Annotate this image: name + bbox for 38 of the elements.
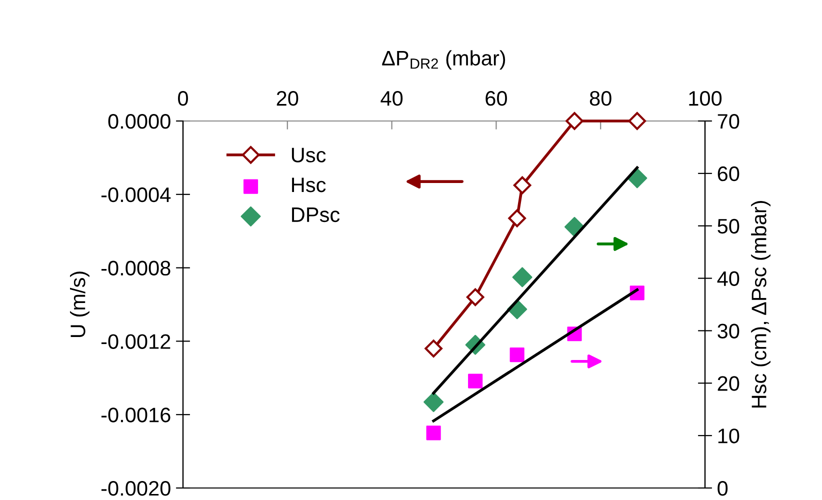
legend-label: Hsc	[292, 178, 326, 192]
y-tick-label: -0.0016	[101, 408, 170, 422]
y2-tick-label: 30	[718, 324, 740, 338]
y2-tick-label: 60	[718, 166, 740, 182]
point	[513, 176, 532, 194]
y-tick-label: -0.0020	[101, 481, 170, 496]
legend-label: Usc	[292, 148, 326, 162]
y-tick-label: -0.0004	[101, 187, 171, 202]
point	[512, 267, 532, 288]
x-axis-title: ΔP$_{DR2}$ (mbar)	[382, 50, 506, 70]
y2-tick-label: 70	[718, 114, 740, 129]
x-tick-label: 40	[380, 91, 403, 106]
y2-tick-label: 50	[718, 218, 740, 234]
x-tick-label: 60	[486, 91, 507, 106]
y2-tick-label: 20	[718, 376, 740, 391]
point	[508, 209, 526, 228]
point	[628, 112, 646, 130]
point	[510, 348, 524, 362]
point	[466, 288, 484, 306]
y-tick-label: -0.0012	[101, 334, 170, 349]
point	[426, 426, 441, 440]
x-tick-label: 80	[590, 91, 612, 106]
x-tick-label: 20	[276, 91, 298, 106]
y-tick-label: -0.0008	[101, 260, 170, 276]
point	[424, 392, 444, 412]
y2-tick-label: 40	[717, 271, 740, 286]
x-tick-label: 0	[178, 91, 188, 106]
legend-label: DPsc	[292, 208, 340, 222]
point	[424, 340, 442, 358]
point	[566, 112, 584, 130]
y2-tick-label: 10	[718, 428, 740, 444]
point	[627, 168, 648, 188]
x-tick-label: 100	[689, 91, 722, 106]
point	[468, 374, 483, 388]
y2-tick-label: 0	[718, 481, 728, 496]
y-axis-title: U (m/s)	[70, 272, 90, 338]
y2-axis-title: Hsc (cm), ΔPsc (mbar)	[751, 201, 770, 408]
y-tick-label: 0.0000	[108, 114, 170, 129]
